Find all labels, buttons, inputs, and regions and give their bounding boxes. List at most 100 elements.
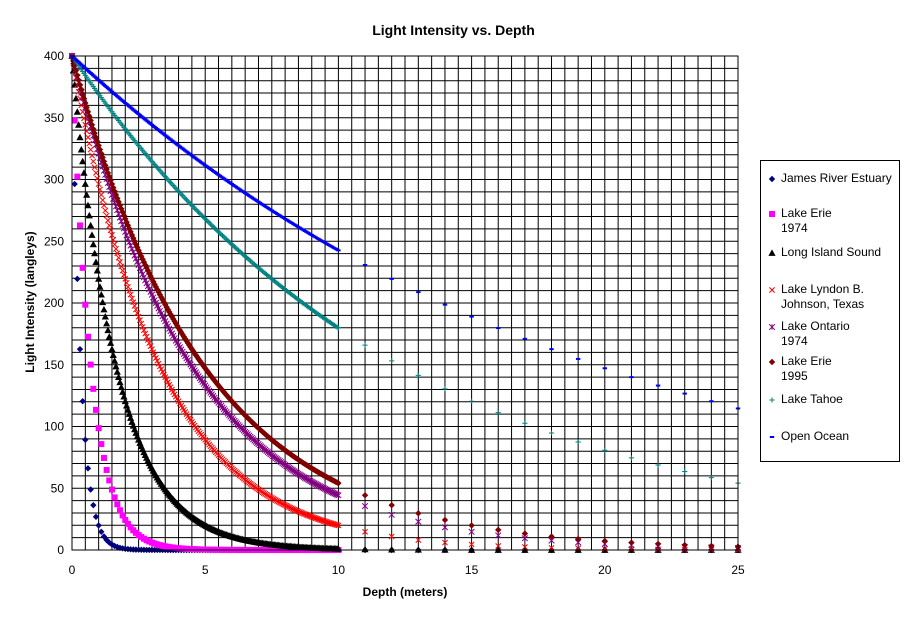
legend-marker	[769, 211, 775, 217]
data-point	[362, 342, 368, 348]
data-point	[100, 454, 107, 461]
data-point	[127, 291, 134, 298]
data-point	[99, 154, 106, 161]
data-point	[414, 546, 422, 553]
data-point	[79, 157, 87, 165]
data-point	[125, 410, 133, 417]
data-point	[112, 362, 120, 370]
x-tick-label: 10	[332, 563, 346, 577]
data-point	[85, 134, 91, 141]
data-point	[104, 326, 112, 334]
data-point	[96, 146, 104, 153]
y-tick-label: 200	[44, 296, 64, 310]
data-point	[468, 522, 475, 529]
data-point	[119, 388, 127, 395]
y-tick-label: 150	[44, 358, 64, 372]
y-tick-label: 0	[57, 543, 64, 557]
data-point	[119, 512, 126, 519]
data-point	[98, 441, 105, 448]
data-point	[108, 345, 116, 353]
data-point	[601, 537, 608, 545]
data-point	[136, 317, 143, 324]
data-point	[91, 249, 99, 257]
legend-label: Lake Tahoe	[781, 392, 843, 406]
data-point	[97, 291, 105, 298]
data-point	[92, 513, 100, 521]
data-point	[87, 486, 94, 493]
data-point	[120, 212, 128, 219]
series-4	[69, 53, 741, 553]
data-point	[126, 287, 133, 294]
legend: James River Estuary Lake Erie 1974 Long Is…	[760, 160, 900, 462]
data-point	[128, 231, 136, 239]
data-point	[120, 393, 128, 400]
data-point	[90, 385, 97, 392]
data-point	[101, 202, 107, 209]
data-point	[124, 520, 131, 527]
data-point	[134, 310, 141, 317]
data-point	[98, 191, 105, 198]
data-point	[183, 337, 190, 345]
plot-border	[71, 55, 739, 551]
data-point	[78, 86, 85, 93]
data-point	[83, 191, 91, 198]
data-point	[442, 386, 448, 392]
data-point	[124, 406, 132, 413]
data-point	[115, 254, 122, 261]
legend-marker	[769, 287, 775, 293]
data-point	[628, 539, 635, 546]
data-point	[130, 234, 137, 242]
y-tick-label: 400	[44, 49, 64, 63]
data-point	[119, 267, 126, 274]
data-point	[114, 250, 121, 257]
data-point	[389, 358, 395, 364]
data-point	[135, 313, 142, 320]
data-point	[85, 211, 93, 219]
data-point	[388, 501, 395, 509]
data-point	[107, 227, 114, 234]
data-point	[111, 494, 118, 501]
data-point	[120, 271, 127, 278]
data-point	[187, 343, 194, 351]
data-point	[468, 528, 475, 535]
y-tick-label: 350	[44, 111, 64, 125]
legend-label: Lake Lyndon B. Johnson, Texas	[781, 282, 865, 311]
legend-marker	[768, 323, 776, 331]
data-point	[111, 188, 118, 195]
data-point	[114, 501, 121, 508]
data-point	[495, 410, 501, 416]
data-point	[75, 121, 83, 128]
data-point	[601, 545, 608, 552]
data-point	[131, 302, 138, 309]
y-tick-label: 100	[44, 420, 64, 434]
legend-label: Lake Erie 1974	[781, 206, 832, 235]
data-point	[92, 406, 99, 413]
data-point	[388, 546, 396, 553]
data-point	[99, 298, 107, 306]
data-point	[335, 479, 342, 487]
data-point	[88, 231, 96, 238]
data-point	[89, 152, 95, 159]
data-point	[415, 372, 421, 378]
data-point	[84, 465, 92, 472]
data-point	[92, 258, 100, 266]
data-point	[87, 361, 94, 368]
data-point	[103, 466, 110, 473]
data-point	[87, 146, 94, 153]
y-axis-label: Light Intensity (langleys)	[23, 231, 37, 373]
data-point	[81, 115, 87, 122]
data-point	[72, 67, 80, 74]
data-point	[109, 351, 117, 358]
data-point	[103, 319, 111, 327]
data-point	[495, 542, 502, 549]
data-point	[146, 340, 153, 346]
data-point	[654, 540, 662, 548]
data-point	[110, 236, 117, 243]
data-point	[152, 355, 159, 361]
data-point	[82, 121, 89, 128]
data-point	[140, 327, 147, 334]
data-point	[111, 357, 119, 364]
x-tick-label: 25	[731, 563, 745, 577]
legend-label: Lake Erie 1995	[781, 354, 832, 383]
